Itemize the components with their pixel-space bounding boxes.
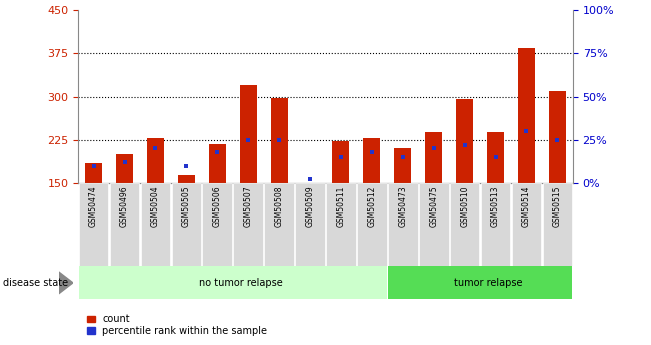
Text: disease state: disease state xyxy=(3,278,68,288)
Text: GSM50507: GSM50507 xyxy=(243,185,253,227)
Bar xyxy=(425,132,442,183)
Bar xyxy=(271,98,288,183)
Legend: count, percentile rank within the sample: count, percentile rank within the sample xyxy=(83,310,271,340)
Text: GSM50504: GSM50504 xyxy=(151,185,160,227)
Bar xyxy=(357,183,387,266)
Bar xyxy=(419,183,449,266)
Text: tumor relapse: tumor relapse xyxy=(454,278,522,288)
Text: GSM50473: GSM50473 xyxy=(398,185,408,227)
Bar xyxy=(233,183,263,266)
Bar xyxy=(388,183,418,266)
Bar xyxy=(85,163,102,183)
Text: GSM50512: GSM50512 xyxy=(367,185,376,227)
Bar xyxy=(209,144,226,183)
Text: GSM50513: GSM50513 xyxy=(491,185,500,227)
Text: GSM50505: GSM50505 xyxy=(182,185,191,227)
Bar xyxy=(480,183,510,266)
Bar xyxy=(109,183,139,266)
Text: no tumor relapse: no tumor relapse xyxy=(199,278,283,288)
Bar xyxy=(79,183,109,266)
Text: GSM50475: GSM50475 xyxy=(429,185,438,227)
Text: GSM50474: GSM50474 xyxy=(89,185,98,227)
Bar xyxy=(147,138,164,183)
Text: GSM50511: GSM50511 xyxy=(337,185,346,227)
Bar xyxy=(141,183,171,266)
Bar xyxy=(542,183,572,266)
Bar xyxy=(487,132,504,183)
Bar xyxy=(363,138,380,183)
Bar xyxy=(450,183,480,266)
Bar xyxy=(178,175,195,183)
Bar xyxy=(171,183,201,266)
Bar xyxy=(549,91,566,183)
Bar xyxy=(512,183,542,266)
Text: GSM50515: GSM50515 xyxy=(553,185,562,227)
Text: GSM50514: GSM50514 xyxy=(522,185,531,227)
Bar xyxy=(79,266,387,299)
Text: GSM50496: GSM50496 xyxy=(120,185,129,227)
Text: GSM50506: GSM50506 xyxy=(213,185,222,227)
Bar xyxy=(295,183,325,266)
Text: GSM50510: GSM50510 xyxy=(460,185,469,227)
Bar xyxy=(202,183,232,266)
Bar xyxy=(395,148,411,183)
Bar xyxy=(456,99,473,183)
Bar xyxy=(326,183,356,266)
Bar xyxy=(116,154,133,183)
Bar xyxy=(240,85,256,183)
Polygon shape xyxy=(59,272,73,294)
Bar xyxy=(518,48,535,183)
Text: GSM50509: GSM50509 xyxy=(305,185,314,227)
Bar xyxy=(388,266,572,299)
Text: GSM50508: GSM50508 xyxy=(275,185,284,227)
Bar xyxy=(333,141,350,183)
Bar xyxy=(264,183,294,266)
